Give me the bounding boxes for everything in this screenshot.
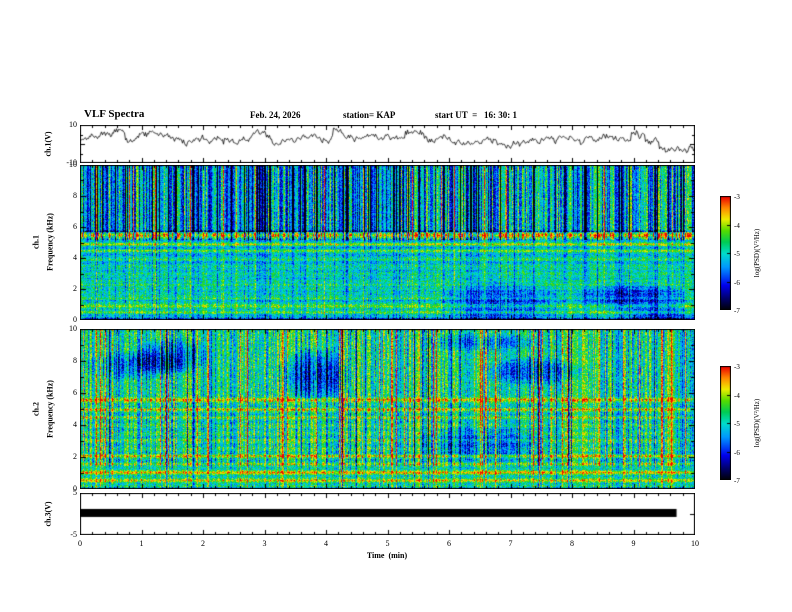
- tick-label: 10: [69, 120, 77, 129]
- tick-label: 5: [385, 539, 390, 548]
- figure-station: station= KAP: [343, 110, 396, 120]
- tick-label: 2: [73, 284, 77, 293]
- ch2-spectrogram-canvas: [80, 329, 695, 489]
- ch1-spectrogram-canvas: [80, 165, 695, 320]
- ch1-waveform-canvas: [80, 125, 695, 163]
- tick-label: -7: [734, 307, 740, 315]
- tick-label: 10: [69, 160, 77, 169]
- tick-label: -5: [734, 420, 740, 428]
- tick-label: 0: [78, 539, 82, 548]
- tick-label: 6: [447, 539, 451, 548]
- tick-label: -5: [70, 530, 77, 539]
- tick-label: 4: [73, 253, 77, 262]
- tick-label: -10: [66, 158, 77, 167]
- tick-label: 5: [73, 488, 77, 497]
- tick-label: -3: [734, 363, 740, 371]
- tick-label: 10: [691, 539, 699, 548]
- tick-label: -6: [734, 448, 740, 457]
- tick-label: -4: [734, 391, 740, 400]
- tick-label: -6: [734, 278, 740, 287]
- ch3v-axis-label: ch.3(V): [43, 501, 53, 527]
- tick-label: -7: [734, 477, 740, 485]
- ch3-waveform-canvas: [80, 493, 695, 535]
- tick-label: 8: [73, 356, 77, 365]
- tick-label: 4: [324, 539, 328, 548]
- tick-label: 10: [69, 324, 77, 333]
- ch1-channel-label: ch.1: [31, 235, 41, 249]
- tick-label: 4: [73, 420, 77, 429]
- figure-title: VLF Spectra: [84, 108, 145, 120]
- ch2-channel-label: ch.2: [31, 402, 41, 416]
- tick-label: 2: [73, 452, 77, 461]
- tick-label: 6: [73, 222, 77, 231]
- colorbar2-canvas: [720, 366, 731, 480]
- figure-date: Feb. 24, 2026: [250, 110, 301, 120]
- ch1v-axis-label: ch.1(V): [43, 131, 53, 157]
- tick-label: 2: [201, 539, 205, 548]
- tick-label: 0: [73, 484, 77, 493]
- tick-label: 6: [73, 388, 77, 397]
- tick-label: 9: [631, 539, 636, 548]
- figure-start-ut: start UT = 16: 30: 1: [435, 110, 517, 120]
- colorbar1-canvas: [720, 196, 731, 310]
- tick-label: 7: [508, 539, 513, 548]
- tick-label: -5: [734, 250, 740, 258]
- time-axis-label: Time (min): [366, 551, 408, 560]
- tick-label: -3: [734, 193, 740, 201]
- tick-label: 8: [570, 539, 574, 548]
- tick-label: -4: [734, 221, 740, 230]
- tick-label: 1: [139, 539, 144, 548]
- tick-label: 3: [262, 539, 267, 548]
- tick-label: 8: [73, 191, 77, 200]
- tick-label: 0: [73, 315, 77, 324]
